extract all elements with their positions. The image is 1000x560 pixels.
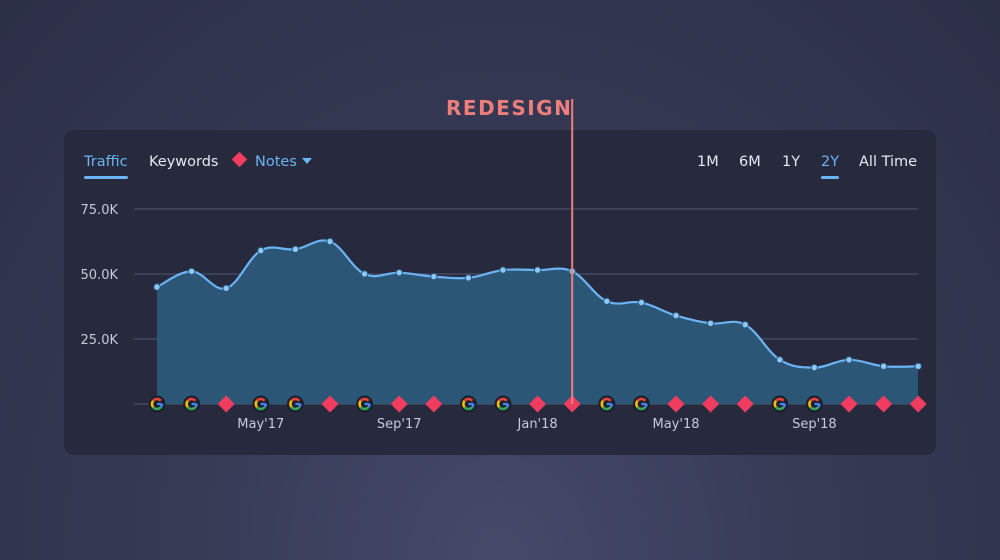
google-update-icon xyxy=(286,395,304,413)
tab-notes[interactable]: Notes xyxy=(231,151,312,170)
traffic-area xyxy=(157,240,918,404)
range-1m[interactable]: 1M xyxy=(697,154,719,170)
range-2y-underline xyxy=(821,176,840,179)
data-point xyxy=(291,245,300,254)
x-tick-label: Sep'18 xyxy=(792,417,837,432)
data-point xyxy=(845,356,853,364)
y-tick-label: 50.0K xyxy=(81,268,119,283)
data-point xyxy=(776,356,784,364)
google-update-icon xyxy=(805,395,823,413)
data-point xyxy=(741,321,749,329)
data-point xyxy=(430,272,438,281)
note-marker-icon xyxy=(840,395,858,413)
range-6m[interactable]: 6M xyxy=(739,154,761,170)
y-tick-label: 75.0K xyxy=(81,203,119,218)
google-update-icon xyxy=(459,395,477,413)
x-tick-label: Sep'17 xyxy=(377,417,422,432)
data-point xyxy=(326,237,334,246)
range-1m-label: 1M xyxy=(697,154,719,170)
data-point xyxy=(672,311,680,320)
data-point xyxy=(395,269,403,277)
data-point xyxy=(603,297,611,305)
google-update-icon xyxy=(771,395,789,413)
google-update-icon xyxy=(252,395,270,413)
note-marker-icon xyxy=(909,395,927,413)
note-marker-icon xyxy=(875,395,893,413)
data-point xyxy=(879,362,888,370)
redesign-annotation-label: REDESIGN xyxy=(446,96,573,120)
tab-notes-label: Notes xyxy=(255,154,297,170)
x-tick-label: May'18 xyxy=(653,417,700,432)
data-point xyxy=(187,267,196,276)
note-marker-icon xyxy=(217,395,235,413)
range-all-time-label: All Time xyxy=(859,154,918,170)
tab-traffic-label: Traffic xyxy=(84,154,128,170)
tab-keywords-label: Keywords xyxy=(149,154,219,170)
google-update-icon xyxy=(494,395,512,413)
google-update-icon xyxy=(356,395,374,413)
range-2y-label: 2Y xyxy=(821,154,840,170)
data-point xyxy=(257,246,265,255)
data-point xyxy=(637,298,646,307)
x-tick-label: May'17 xyxy=(237,417,284,432)
range-6m-label: 6M xyxy=(739,154,761,170)
range-all-time[interactable]: All Time xyxy=(859,154,917,170)
data-point xyxy=(533,266,542,274)
tab-traffic[interactable]: Traffic xyxy=(84,154,128,179)
data-point xyxy=(914,362,922,370)
range-1y-label: 1Y xyxy=(782,154,801,170)
data-point xyxy=(464,274,473,282)
data-point xyxy=(706,319,715,328)
range-1y[interactable]: 1Y xyxy=(782,154,800,170)
data-point xyxy=(222,284,230,292)
google-update-icon xyxy=(632,395,650,413)
data-point xyxy=(499,266,507,274)
y-tick-label: 25.0K xyxy=(81,333,119,348)
note-marker-icon xyxy=(529,395,547,413)
range-2y[interactable]: 2Y xyxy=(821,154,840,179)
note-marker-icon xyxy=(390,395,408,413)
tab-traffic-underline xyxy=(84,176,128,179)
google-update-icon xyxy=(148,395,166,413)
data-point xyxy=(810,363,819,372)
data-point xyxy=(153,283,161,291)
x-tick-label: Jan'18 xyxy=(517,417,558,432)
tab-keywords[interactable]: Keywords xyxy=(149,154,218,170)
note-marker-icon xyxy=(321,395,339,413)
note-marker-icon xyxy=(702,395,720,413)
note-marker-icon xyxy=(425,395,443,413)
note-marker-icon xyxy=(736,395,754,413)
data-point xyxy=(360,270,369,278)
google-update-icon xyxy=(598,395,616,413)
chevron-down-icon xyxy=(301,158,312,164)
google-update-icon xyxy=(183,395,201,413)
note-marker-icon xyxy=(667,395,685,413)
